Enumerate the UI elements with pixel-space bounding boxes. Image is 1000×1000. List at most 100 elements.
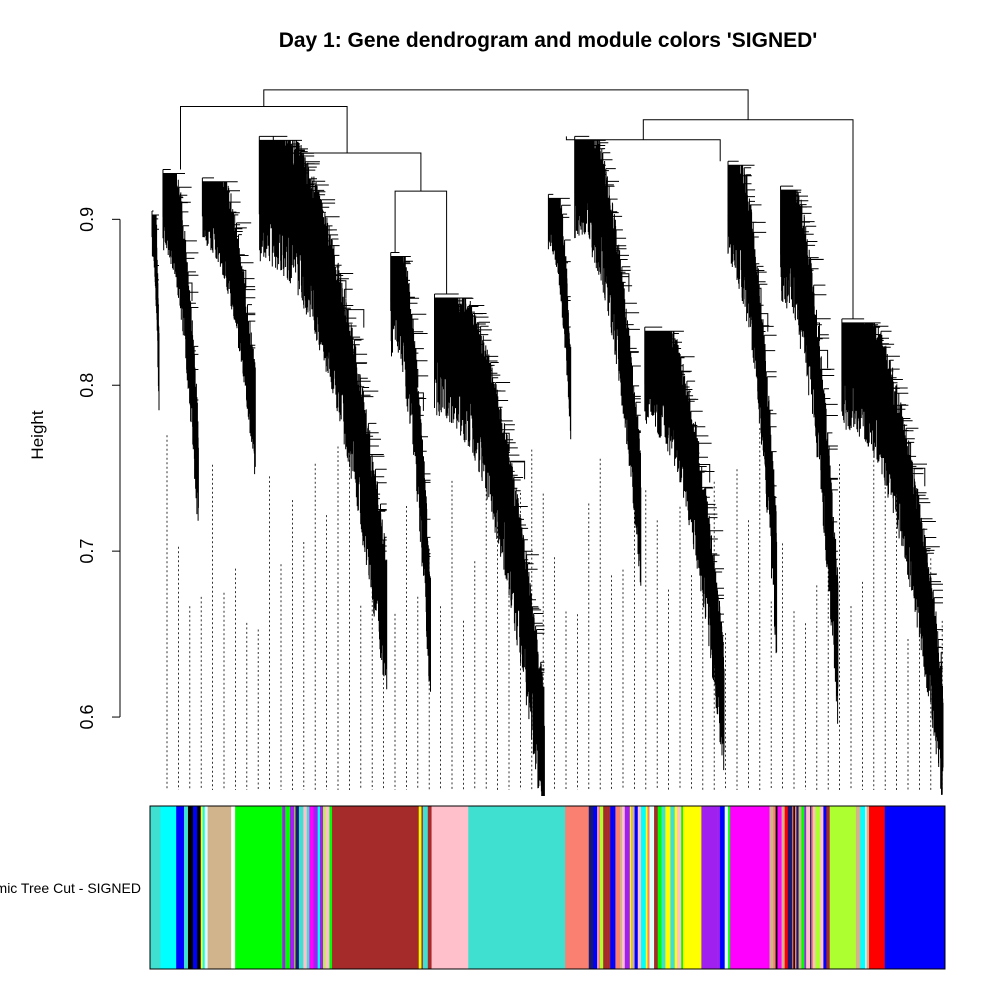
module-stripe-mixed: [769, 806, 774, 969]
dendrogram-branch: [201, 177, 256, 475]
module-stripe-mixed: [607, 806, 611, 969]
module-stripe-mixed: [204, 806, 208, 969]
module-stripe-mixed: [295, 806, 300, 969]
module-stripe-mixed: [593, 806, 598, 969]
module-stripe-mixed: [823, 806, 827, 969]
dendrogram-branch: [151, 210, 160, 411]
module-stripe-mixed: [773, 806, 776, 969]
module-stripe-mixed: [193, 806, 198, 969]
chart-title: Day 1: Gene dendrogram and module colors…: [279, 29, 818, 52]
module-block-green: [235, 806, 283, 969]
module-stripe-mixed: [323, 806, 326, 969]
module-stripe-mixed: [775, 806, 778, 969]
module-stripe-mixed: [603, 806, 608, 969]
module-stripe-mixed: [597, 806, 599, 969]
dendrogram-branch: [162, 169, 199, 521]
y-tick-label: 0.9: [77, 207, 97, 232]
module-stripe-mixed: [717, 806, 721, 969]
dendrogram-branch: [390, 252, 431, 692]
module-stripe-mixed: [588, 806, 594, 969]
module-stripe-mixed: [600, 806, 604, 969]
module-stripe-mixed: [415, 806, 420, 969]
module-block-turquoise: [150, 806, 161, 969]
module-block-blue: [176, 806, 185, 969]
module-stripe-mixed: [430, 806, 432, 969]
dendrogram-branch: [644, 326, 725, 771]
module-stripe-mixed: [289, 806, 295, 969]
module-stripe-mixed: [309, 806, 314, 969]
module-stripe-mixed: [640, 806, 647, 969]
module-stripe-mixed: [197, 806, 202, 969]
module-stripe-mixed: [188, 806, 194, 969]
module-stripe-mixed: [677, 806, 682, 969]
module-stripe-mixed: [855, 806, 861, 969]
module-block-pink: [431, 806, 469, 969]
module-stripe-mixed: [801, 806, 805, 969]
module-stripe-mixed: [645, 806, 648, 969]
module-stripe-mixed: [329, 806, 333, 969]
leaf-guide-line: [166, 428, 943, 790]
module-block-brown: [332, 806, 417, 969]
module-stripe-mixed: [724, 806, 729, 969]
module-stripe-mixed: [637, 806, 641, 969]
module-stripe-mixed: [613, 806, 616, 969]
module-block-red: [869, 806, 886, 969]
module-stripe-mixed: [303, 806, 308, 969]
module-stripe-mixed: [815, 806, 821, 969]
module-block-blue: [884, 806, 946, 969]
module-stripe-mixed: [294, 806, 296, 969]
module-stripe-mixed: [794, 806, 797, 969]
module-stripe-mixed: [285, 806, 291, 969]
module-stripe-mixed: [792, 806, 794, 969]
module-stripe-mixed: [422, 806, 429, 969]
module-stripe-mixed: [184, 806, 189, 969]
module-block-purple: [701, 806, 718, 969]
y-ticks: 0.6 0.7 0.8 0.9: [77, 207, 120, 730]
module-stripe-mixed: [647, 806, 650, 969]
module-stripe-mixed: [806, 806, 811, 969]
module-stripe-mixed: [598, 806, 601, 969]
module-stripe-mixed: [639, 806, 642, 969]
module-stripe-mixed: [866, 806, 870, 969]
y-tick-label: 0.8: [77, 373, 97, 398]
module-stripe-mixed: [654, 806, 659, 969]
module-stripe-mixed: [674, 806, 678, 969]
y-axis-label: Height: [28, 410, 47, 459]
module-stripe-mixed: [787, 806, 793, 969]
module-stripe-mixed: [202, 806, 206, 969]
module-stripe-mixed: [615, 806, 621, 969]
dendrogram-branch: [727, 160, 778, 654]
module-stripe-mixed: [624, 806, 628, 969]
dendrogram-branch: [547, 193, 572, 440]
module-stripe-mixed: [728, 806, 731, 969]
module-stripe-mixed: [681, 806, 684, 969]
y-tick-label: 0.7: [77, 539, 97, 564]
module-block-magenta: [730, 806, 770, 969]
dendrogram-merge: [263, 89, 749, 120]
module-stripe-mixed: [665, 806, 671, 969]
module-stripe-mixed: [777, 806, 782, 969]
module-block-tan: [207, 806, 232, 969]
module-stripe-mixed: [200, 806, 204, 969]
module-stripe-mixed: [798, 806, 802, 969]
module-color-row-frame: [149, 805, 946, 970]
module-block-cyan: [160, 806, 177, 969]
module-stripe-mixed: [313, 806, 318, 969]
module-stripe-mixed: [826, 806, 830, 969]
module-stripe-mixed: [649, 806, 655, 969]
module-stripe-mixed: [781, 806, 785, 969]
module-stripe-mixed: [719, 806, 725, 969]
module-stripe-mixed: [317, 806, 321, 969]
module-stripe-mixed: [306, 806, 310, 969]
dendrogram-branch: [841, 318, 944, 795]
module-stripe-mixed: [626, 806, 631, 969]
dendrogram-branch: [780, 185, 839, 724]
y-axis: 0.6 0.7 0.8 0.9: [77, 207, 121, 730]
module-stripe-mixed: [427, 806, 431, 969]
module-stripe-mixed: [620, 806, 623, 969]
module-block-turquoise: [468, 806, 566, 969]
module-stripe-mixed: [610, 806, 614, 969]
dendrogram-branch: [258, 135, 388, 690]
module-stripe-mixed: [282, 806, 286, 969]
module-stripe-mixed: [634, 806, 639, 969]
